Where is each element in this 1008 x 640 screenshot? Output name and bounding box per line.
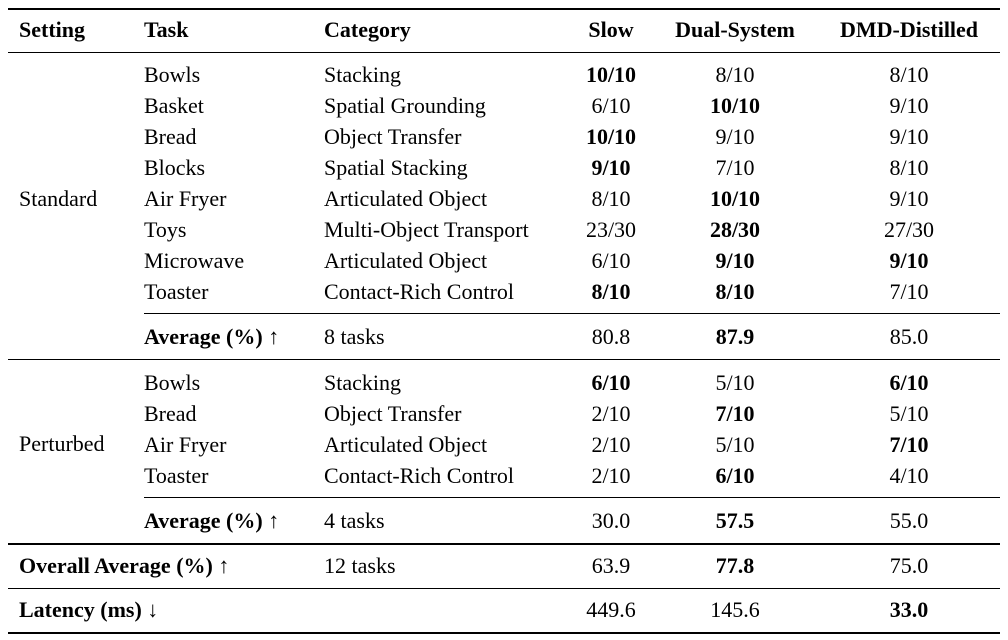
category-cell: Stacking — [324, 370, 401, 395]
category-cell: Spatial Grounding — [324, 93, 486, 118]
slow-cell: 9/10 — [591, 155, 631, 180]
category-cell: Multi-Object Transport — [324, 217, 529, 242]
category-cell: Stacking — [324, 62, 401, 87]
slow-cell: 8/10 — [591, 186, 631, 211]
dmd-distilled-cell: 8/10 — [889, 62, 929, 87]
slow-cell: 2/10 — [591, 432, 631, 457]
dmd-distilled-cell: 75.0 — [889, 553, 929, 578]
slow-cell: 6/10 — [591, 370, 631, 395]
dmd-distilled-cell: 4/10 — [889, 463, 929, 488]
slow-cell: 80.8 — [591, 324, 631, 349]
task-cell: Bowls — [144, 370, 201, 395]
slow-cell: 8/10 — [591, 279, 631, 304]
task-cell: Basket — [144, 93, 204, 118]
dmd-distilled-cell: 9/10 — [889, 93, 929, 118]
dual-system-cell: 5/10 — [715, 370, 755, 395]
dmd-distilled-cell: 9/10 — [889, 186, 929, 211]
perturbed-average-rule — [144, 497, 1000, 498]
task-cell: Bread — [144, 124, 197, 149]
dmd-distilled-cell: 5/10 — [889, 401, 929, 426]
category-cell: Object Transfer — [324, 401, 462, 426]
task-cell: Air Fryer — [144, 186, 227, 211]
category-cell: Contact-Rich Control — [324, 463, 515, 488]
dual-system-cell: 8/10 — [715, 279, 755, 304]
dual-system-cell: 8/10 — [715, 62, 755, 87]
dmd-distilled-cell: 7/10 — [889, 279, 929, 304]
slow-cell: 2/10 — [591, 401, 631, 426]
task-count: 8 tasks — [324, 324, 385, 349]
slow-cell: 449.6 — [586, 597, 636, 622]
slow-cell: 30.0 — [591, 508, 631, 533]
setting-standard-label: Standard — [19, 186, 98, 211]
dual-system-cell: 6/10 — [715, 463, 755, 488]
header-slow: Slow — [588, 17, 634, 42]
task-cell: Air Fryer — [144, 432, 227, 457]
dmd-distilled-cell: 7/10 — [889, 432, 929, 457]
dmd-distilled-cell: 8/10 — [889, 155, 929, 180]
dual-system-cell: 28/30 — [709, 217, 761, 242]
header-task: Task — [144, 17, 189, 42]
dmd-distilled-cell: 9/10 — [889, 248, 929, 273]
task-cell: Bowls — [144, 62, 201, 87]
dmd-distilled-cell: 27/30 — [883, 217, 935, 242]
slow-cell: 63.9 — [591, 553, 631, 578]
header-setting: Setting — [19, 17, 85, 42]
header-rule — [8, 52, 1000, 53]
overall-average-label: Overall Average (%) ↑ — [19, 553, 230, 578]
task-cell: Bread — [144, 401, 197, 426]
dual-system-cell: 77.8 — [715, 553, 755, 578]
dual-system-cell: 145.6 — [710, 597, 760, 622]
dual-system-cell: 7/10 — [715, 155, 755, 180]
standard-section-rule — [8, 359, 1000, 360]
dual-system-cell: 5/10 — [715, 432, 755, 457]
slow-cell: 6/10 — [591, 248, 631, 273]
latency-label: Latency (ms) ↓ — [19, 597, 159, 622]
dmd-distilled-cell: 33.0 — [889, 597, 929, 622]
task-cell: Blocks — [144, 155, 206, 180]
average-label: Average (%) ↑ — [144, 324, 280, 349]
category-cell: Articulated Object — [324, 186, 488, 211]
dmd-distilled-cell: 85.0 — [889, 324, 929, 349]
overall-rule — [8, 588, 1000, 589]
category-cell: Spatial Stacking — [324, 155, 468, 180]
setting-perturbed-label: Perturbed — [19, 431, 105, 456]
header-dmd-distilled: DMD-Distilled — [839, 17, 979, 42]
header-category: Category — [324, 17, 411, 42]
task-cell: Toys — [144, 217, 187, 242]
bottom-rule — [8, 632, 1000, 634]
dmd-distilled-cell: 6/10 — [889, 370, 929, 395]
dmd-distilled-cell: 9/10 — [889, 124, 929, 149]
slow-cell: 2/10 — [591, 463, 631, 488]
header-dual-system: Dual-System — [675, 17, 795, 42]
dual-system-cell: 10/10 — [709, 93, 761, 118]
dmd-distilled-cell: 55.0 — [889, 508, 929, 533]
category-cell: Articulated Object — [324, 432, 488, 457]
slow-cell: 23/30 — [585, 217, 637, 242]
slow-cell: 10/10 — [585, 62, 637, 87]
slow-cell: 10/10 — [585, 124, 637, 149]
top-rule — [8, 8, 1000, 10]
task-count: 4 tasks — [324, 508, 385, 533]
task-cell: Toaster — [144, 463, 209, 488]
dual-system-cell: 7/10 — [715, 401, 755, 426]
perturbed-section-rule — [8, 543, 1000, 545]
dual-system-cell: 87.9 — [715, 324, 755, 349]
slow-cell: 6/10 — [591, 93, 631, 118]
standard-average-rule — [144, 313, 1000, 314]
task-cell: Toaster — [144, 279, 209, 304]
category-cell: Articulated Object — [324, 248, 488, 273]
category-cell: Object Transfer — [324, 124, 462, 149]
dual-system-cell: 57.5 — [715, 508, 755, 533]
dual-system-cell: 9/10 — [715, 124, 755, 149]
category-cell: Contact-Rich Control — [324, 279, 515, 304]
average-label: Average (%) ↑ — [144, 508, 280, 533]
dual-system-cell: 10/10 — [709, 186, 761, 211]
task-count: 12 tasks — [324, 553, 396, 578]
dual-system-cell: 9/10 — [715, 248, 755, 273]
task-cell: Microwave — [144, 248, 245, 273]
